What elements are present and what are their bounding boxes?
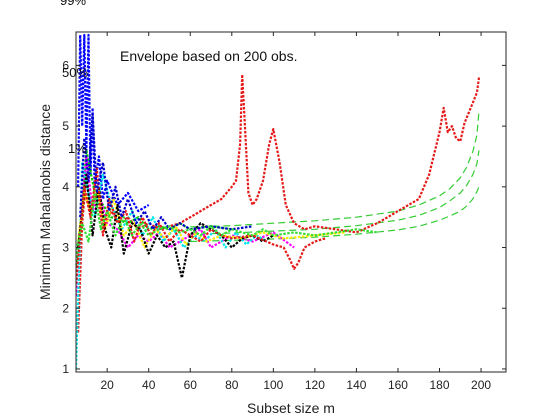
trajectory-line-2 (77, 33, 150, 213)
envelope-label-99: 99% (60, 0, 86, 8)
y-tick-label: 3 (62, 241, 69, 255)
series-layer (76, 33, 481, 370)
y-tick-label: 6 (62, 58, 69, 72)
envelope-annotation: Envelope based on 200 obs. (120, 48, 297, 64)
y-tick-label: 1 (62, 362, 69, 376)
trajectory-line-7 (77, 173, 274, 279)
trajectory-line-8 (76, 167, 326, 285)
trajectory-line-10 (76, 191, 378, 254)
x-tick-label: 120 (305, 378, 325, 392)
x-tick-label: 60 (184, 378, 198, 392)
trajectory-line-9 (79, 112, 253, 231)
y-tick-label: 4 (62, 180, 69, 194)
x-tick-label: 180 (430, 378, 450, 392)
x-axis-label: Subset size m (247, 400, 335, 416)
x-tick-label: 40 (142, 378, 156, 392)
envelope-line-1 (190, 110, 480, 228)
x-tick-label: 200 (471, 378, 491, 392)
x-tick-label: 140 (346, 378, 366, 392)
y-tick-label: 2 (62, 301, 69, 315)
x-tick-label: 160 (388, 378, 408, 392)
y-tick-label: 5 (62, 119, 69, 133)
envelope-label-1: 1% (68, 141, 87, 156)
trajectory-line-3 (76, 149, 232, 266)
plot-background (76, 32, 506, 372)
x-tick-label: 20 (100, 378, 114, 392)
y-axis-label: Minimum Mahalanobis distance (37, 104, 53, 300)
tick-layer: 20 40 60 80 100 120 140 160 180 200 1 2 3 4 5 6 (62, 32, 506, 392)
x-tick-label: 100 (263, 378, 283, 392)
envelope-label-50: 50% (62, 65, 88, 80)
envelope-line-2 (190, 150, 480, 235)
x-tick-label: 80 (225, 378, 239, 392)
trajectory-line-1 (77, 73, 481, 333)
plot-frame (75, 31, 507, 373)
